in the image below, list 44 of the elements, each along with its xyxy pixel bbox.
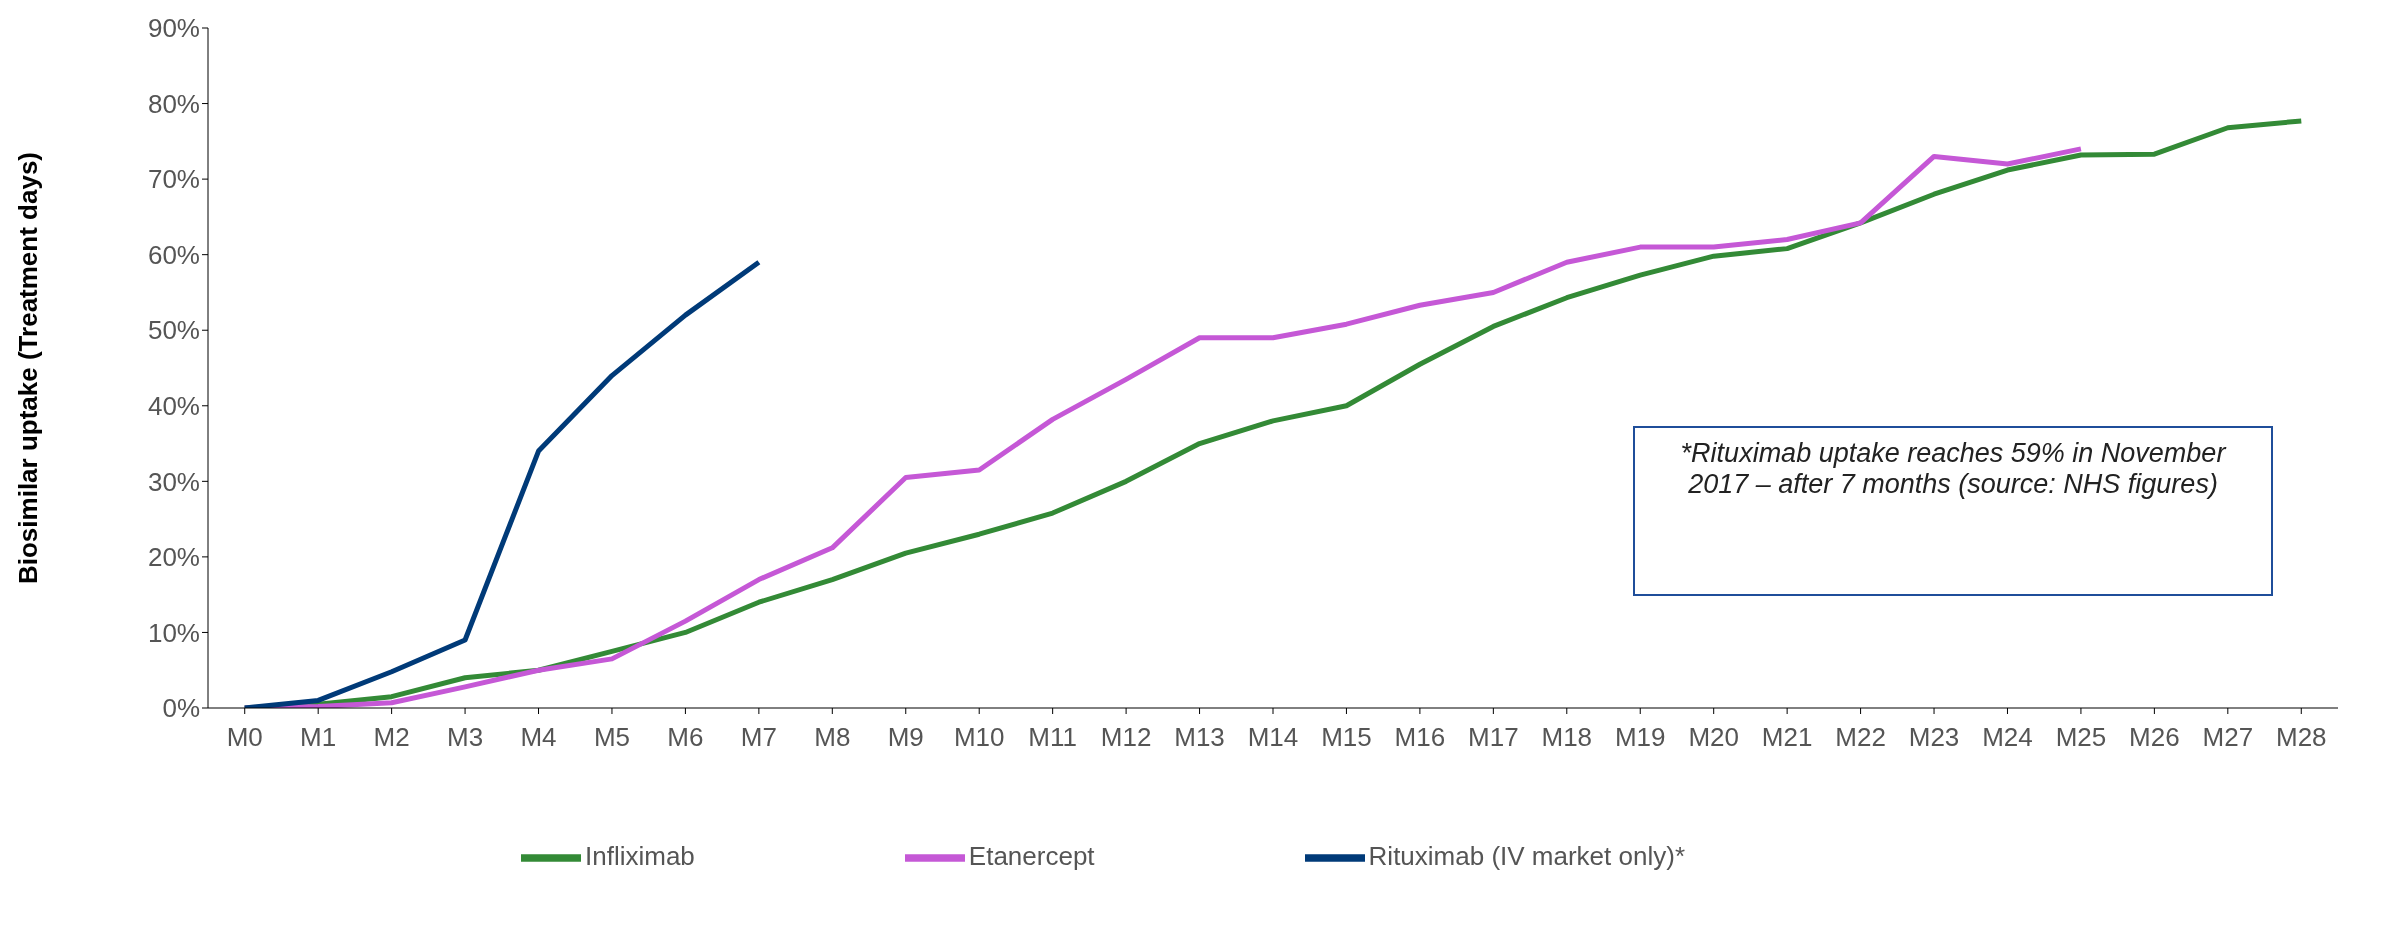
y-tick-label: 80% xyxy=(147,88,200,119)
y-tick-label: 70% xyxy=(147,164,200,195)
annotation: *Rituximab uptake reaches 59% in November 2017 – after 7 months (source: NHS figures) xyxy=(1679,437,2228,501)
x-tick-label: M26 xyxy=(2129,722,2180,753)
y-tick-label: 0% xyxy=(162,693,200,724)
y-tick-label: 50% xyxy=(147,315,200,346)
x-tick-label: M17 xyxy=(1468,722,1519,753)
x-tick-label: M24 xyxy=(1982,722,2033,753)
x-tick-label: M14 xyxy=(1247,722,1299,753)
y-tick-label: 40% xyxy=(147,391,200,422)
x-tick-label: M27 xyxy=(2202,722,2254,753)
y-axis-title: Biosimilar uptake (Treatment days) xyxy=(13,151,44,585)
x-tick-label: M19 xyxy=(1614,722,1666,753)
y-tick-label: 10% xyxy=(147,617,200,648)
x-tick-label: M25 xyxy=(2055,722,2107,753)
x-tick-label: M4 xyxy=(520,722,557,753)
x-tick-label: M9 xyxy=(887,722,924,753)
x-tick-label: M8 xyxy=(814,722,851,753)
y-tick-label: 60% xyxy=(147,239,200,270)
x-tick-label: M1 xyxy=(300,722,337,753)
x-tick-label: M20 xyxy=(1688,722,1739,753)
legend-label: Infliximab xyxy=(585,840,695,871)
x-tick-label: M18 xyxy=(1541,722,1593,753)
x-tick-label: M2 xyxy=(373,722,410,753)
x-tick-label: M5 xyxy=(593,722,631,753)
x-tick-label: M12 xyxy=(1100,722,1152,753)
x-tick-label: M16 xyxy=(1394,722,1446,753)
x-tick-label: M3 xyxy=(447,722,484,753)
x-tick-label: M6 xyxy=(667,722,704,753)
legend-label: Etanercept xyxy=(968,840,1095,871)
x-tick-label: M23 xyxy=(1908,722,1960,753)
x-tick-label: M21 xyxy=(1761,722,1813,753)
y-tick-label: 90% xyxy=(147,13,200,44)
x-tick-label: M10 xyxy=(953,722,1005,753)
y-tick-label: 30% xyxy=(147,466,200,497)
x-tick-label: M11 xyxy=(1028,722,1077,753)
y-tick-label: 20% xyxy=(147,542,200,573)
x-tick-label: M7 xyxy=(740,722,777,753)
x-tick-label: M28 xyxy=(2275,722,2327,753)
x-tick-label: M22 xyxy=(1835,722,1886,753)
x-tick-label: M0 xyxy=(226,722,263,753)
legend-label: Rituximab (IV market only)* xyxy=(1368,840,1685,871)
x-tick-label: M13 xyxy=(1174,722,1225,753)
x-tick-label: M15 xyxy=(1321,722,1372,753)
